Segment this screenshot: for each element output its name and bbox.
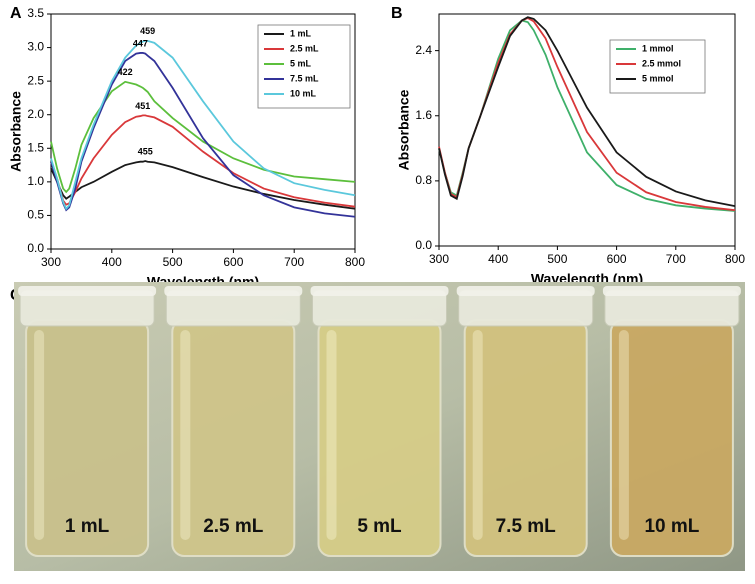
panel-label: B [391, 5, 403, 22]
data-line [50, 52, 356, 218]
x-tick-label: 600 [607, 252, 627, 266]
y-tick-label: 3.0 [27, 40, 44, 54]
y-tick-label: 2.0 [27, 107, 44, 121]
legend-label: 10 mL [290, 88, 317, 98]
vial-highlight [326, 330, 337, 540]
x-tick-label: 300 [429, 252, 449, 266]
legend-label: 5 mL [290, 58, 312, 68]
y-tick-label: 0.8 [415, 173, 432, 187]
plot-frame [50, 13, 356, 250]
vial-highlight [618, 330, 629, 540]
data-line [50, 160, 356, 210]
data-line [50, 39, 356, 211]
vial-cap-top [456, 286, 595, 296]
vial-highlight [472, 330, 483, 540]
data-line [438, 16, 736, 207]
plot-frame [438, 13, 736, 247]
y-tick-label: 0.0 [415, 238, 432, 252]
panel-label: A [10, 5, 22, 22]
peak-label: 422 [118, 67, 133, 77]
vial-cap-top [18, 286, 157, 296]
y-tick-label: 0.0 [27, 241, 44, 255]
x-tick-label: 700 [284, 255, 304, 269]
y-tick-label: 1.5 [27, 140, 44, 154]
y-tick-label: 2.5 [27, 73, 44, 87]
data-line [50, 114, 356, 208]
vial-label: 2.5 mL [203, 516, 264, 537]
x-tick-label: 700 [666, 252, 686, 266]
x-tick-label: 800 [345, 255, 365, 269]
vial-label: 1 mL [65, 516, 110, 537]
x-tick-label: 400 [102, 255, 122, 269]
legend-label: 7.5 mL [290, 73, 319, 83]
vial-cap-top [164, 286, 303, 296]
x-tick-label: 300 [41, 255, 61, 269]
vial-label: 5 mL [357, 516, 402, 537]
legend-label: 2.5 mmol [642, 58, 681, 68]
x-tick-label: 500 [547, 252, 567, 266]
x-tick-label: 400 [488, 252, 508, 266]
vial-label: 7.5 mL [496, 516, 557, 537]
y-tick-label: 3.5 [27, 6, 44, 20]
peak-label: 455 [138, 146, 153, 156]
x-tick-label: 600 [223, 255, 243, 269]
vial-label: 10 mL [644, 516, 699, 537]
legend-label: 5 mmol [642, 73, 674, 83]
vial-cap-top [310, 286, 449, 296]
legend-label: 2.5 mL [290, 43, 319, 53]
y-tick-label: 0.5 [27, 208, 44, 222]
peak-label: 447 [133, 38, 148, 48]
x-tick-label: 800 [725, 252, 745, 266]
vial-cap-top [602, 286, 741, 296]
peak-label: 459 [140, 26, 155, 36]
legend-label: 1 mL [290, 28, 312, 38]
y-tick-label: 1.6 [415, 108, 432, 122]
legend-label: 1 mmol [642, 43, 674, 53]
vial-highlight [180, 330, 191, 540]
y-tick-label: 1.0 [27, 174, 44, 188]
peak-label: 451 [135, 101, 150, 111]
y-tick-label: 2.4 [415, 43, 432, 57]
y-axis-title: Absorbance [8, 91, 24, 172]
y-axis-title: Absorbance [396, 89, 412, 170]
x-tick-label: 500 [163, 255, 183, 269]
vial-highlight [34, 330, 45, 540]
data-line [50, 80, 356, 194]
